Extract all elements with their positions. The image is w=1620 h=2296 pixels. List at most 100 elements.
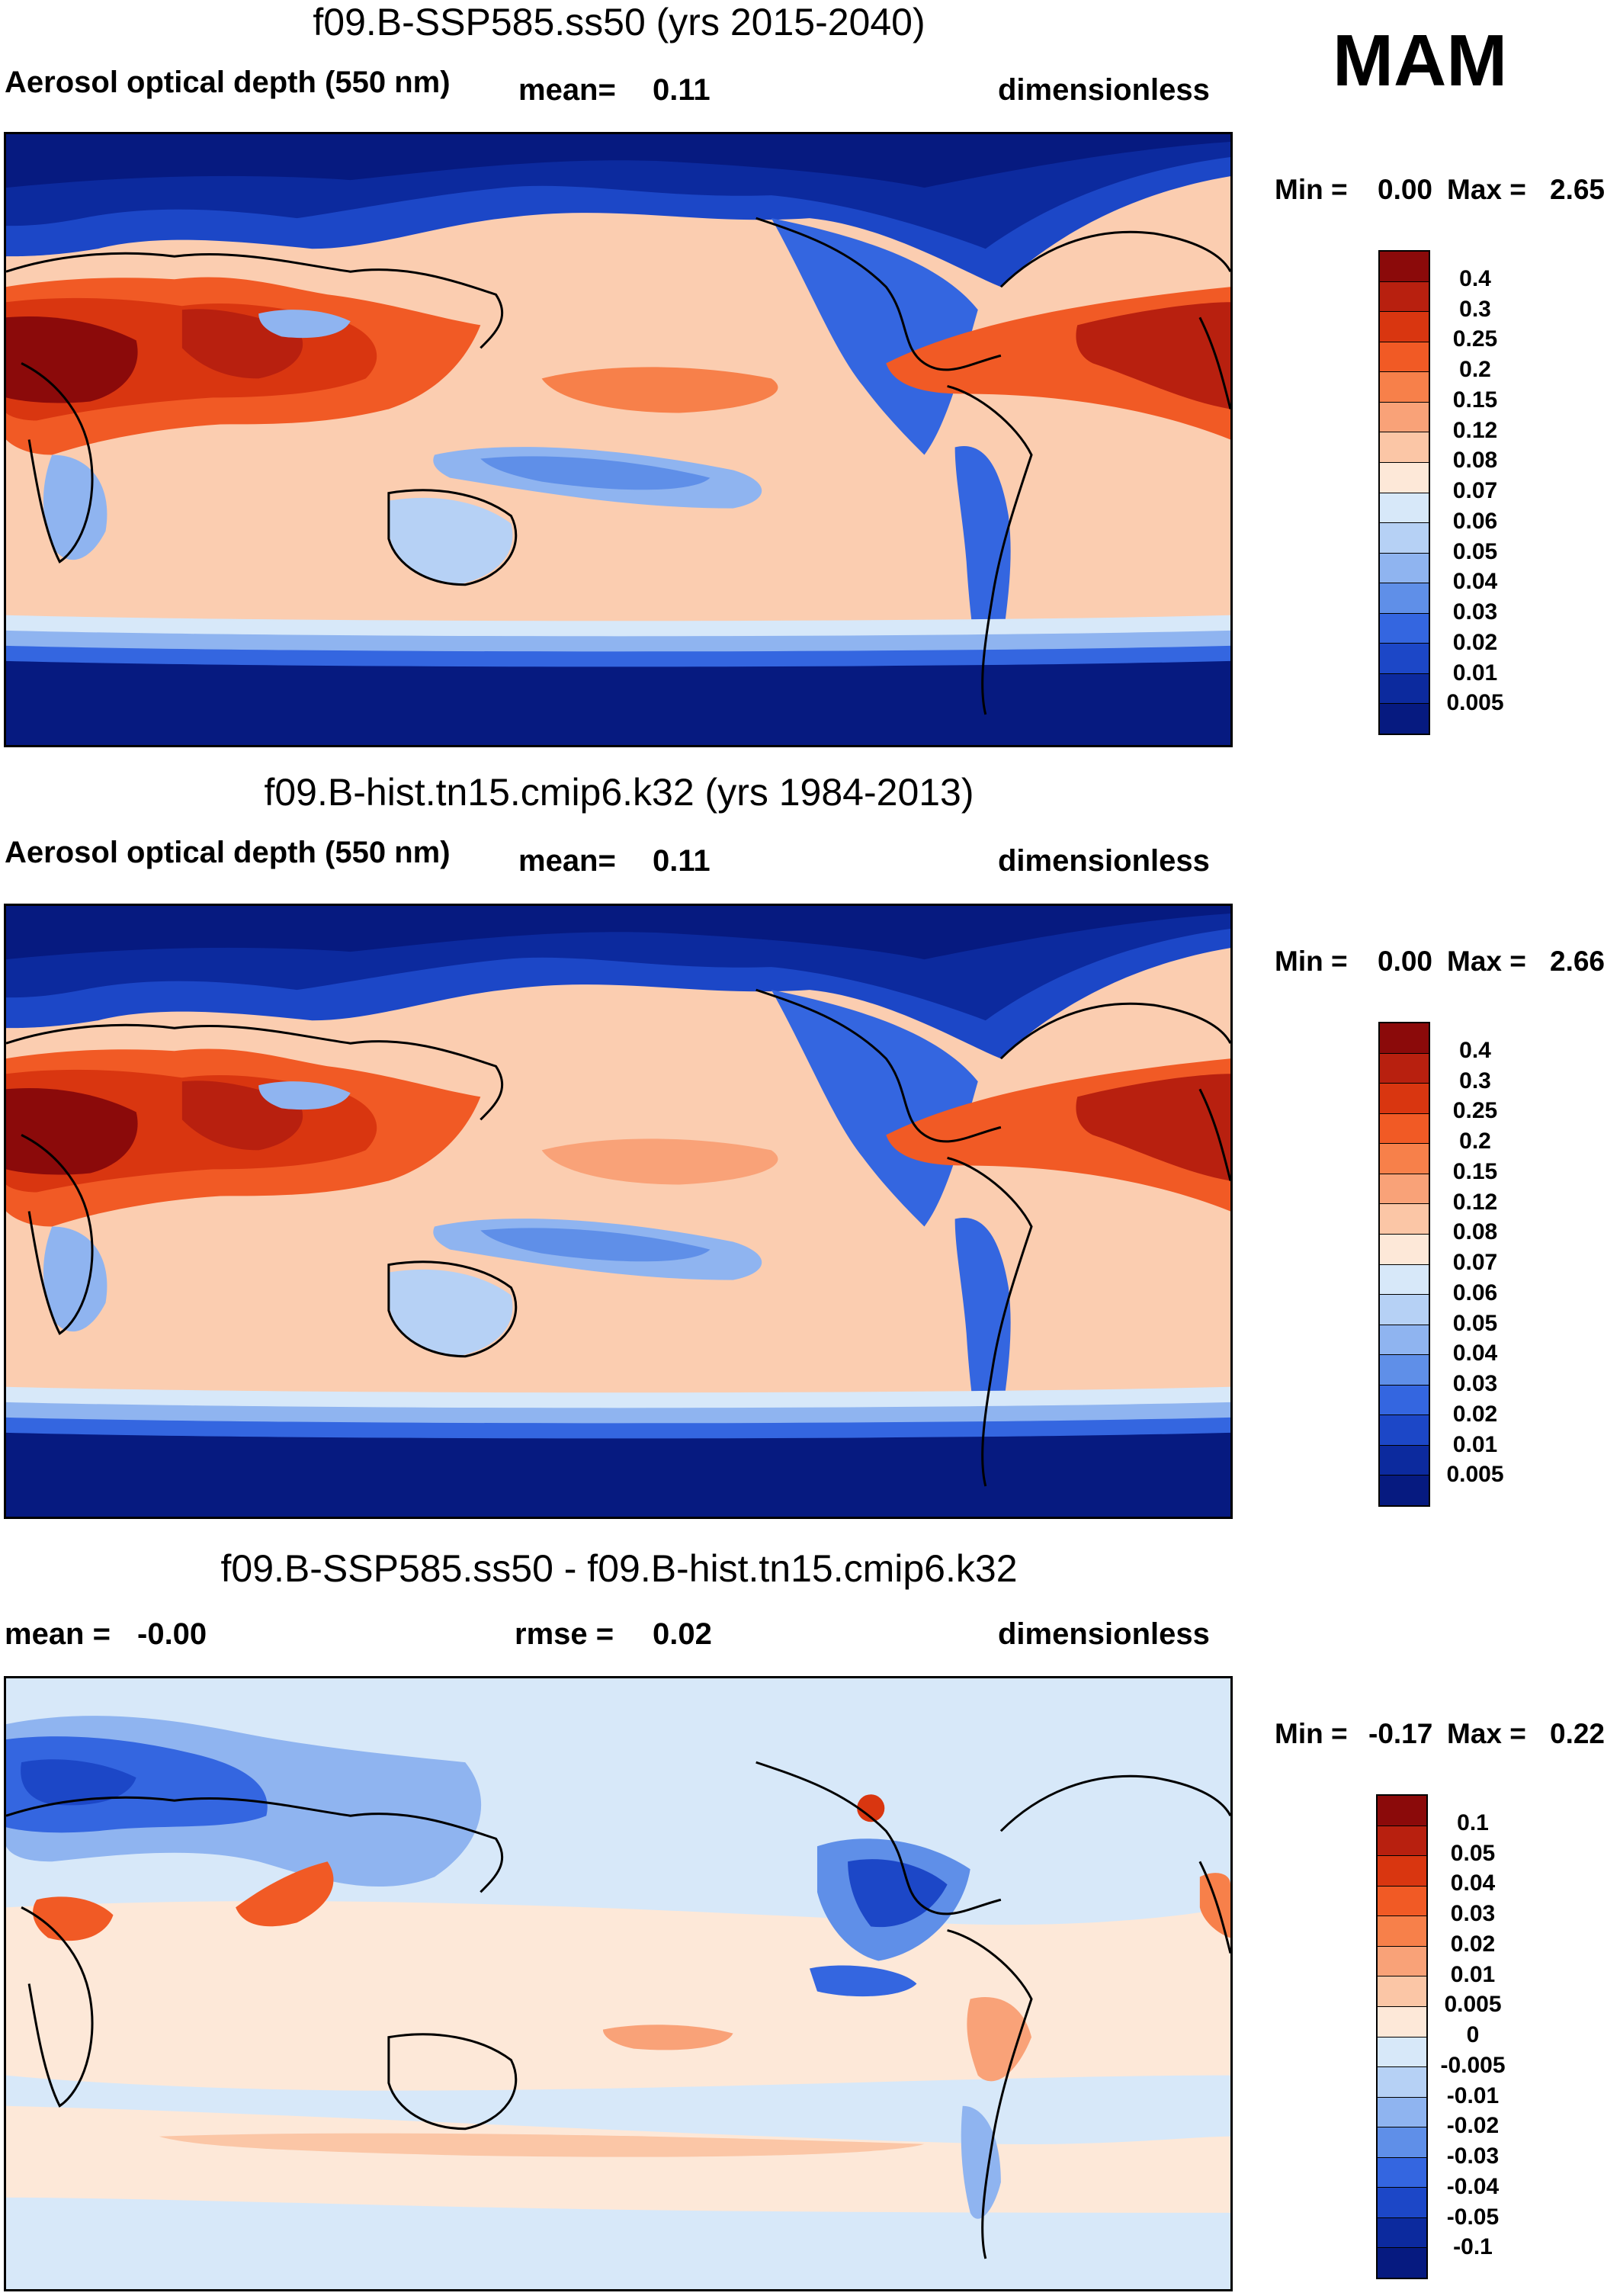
panel-3-mean-label: mean = [5,1617,111,1651]
panel-1-units-label: dimensionless [998,73,1210,107]
colorbar-level-label: 0.04 [1450,1871,1496,1896]
colorbar-swatch [1378,2217,1426,2249]
colorbar-level-label: 0.05 [1452,1311,1498,1336]
colorbar-level-label: -0.1 [1453,2234,1493,2259]
panel-2-variable-label: Aerosol optical depth (550 nm) [5,836,451,869]
colorbar-swatch [1378,2127,1426,2158]
colorbar-swatch [1380,402,1429,433]
colorbar-level-label: 0.4 [1459,1038,1491,1063]
colorbar-swatch [1378,1916,1426,1947]
colorbar-level-label: 0.04 [1452,1341,1498,1366]
colorbar-swatch [1380,372,1429,403]
panel-3-rmse-label: rmse = [515,1617,614,1651]
colorbar-swatch [1380,1415,1429,1446]
colorbar-swatch [1380,1234,1429,1265]
colorbar-level-label: 0.08 [1452,1219,1498,1244]
panel-3-colorbar [1376,1794,1428,2279]
panel-1-mean-value: 0.11 [653,73,711,107]
panel-2-units-label: dimensionless [998,844,1210,878]
colorbar-level-label: -0.04 [1446,2174,1500,2199]
colorbar-swatch [1380,1355,1429,1386]
colorbar-level-label: 0.005 [1444,1992,1502,2017]
panel-1-map [4,132,1233,747]
colorbar-level-label: 0.15 [1452,1159,1498,1184]
colorbar-level-label: 0.2 [1459,1129,1491,1154]
colorbar-level-label: 0.25 [1452,326,1498,352]
colorbar-level-label: -0.05 [1446,2204,1500,2230]
colorbar-level-label: 0.12 [1452,1190,1498,1215]
panel-2-max-label: Max = [1447,946,1526,977]
colorbar-level-label: 0.03 [1452,1371,1498,1396]
colorbar-swatch [1380,493,1429,524]
colorbar-level-label: 0.05 [1450,1841,1496,1866]
colorbar-swatch [1380,644,1429,674]
colorbar-swatch [1378,1886,1426,1917]
colorbar-level-label: 0.03 [1452,599,1498,625]
panel-3-max-value: 0.22 [1550,1718,1606,1749]
colorbar-level-label: -0.005 [1440,2053,1506,2078]
panel-3-title: f09.B-SSP585.ss50 - f09.B-hist.tn15.cmip… [220,1547,1018,1590]
colorbar-level-label: 0.3 [1459,297,1491,322]
colorbar-level-label: 0.01 [1452,1432,1498,1457]
colorbar-swatch [1380,553,1429,584]
colorbar-level-label: -0.01 [1446,2083,1500,2108]
colorbar-level-label: 0.08 [1452,448,1498,473]
colorbar-swatch [1378,1976,1426,2007]
panel-1-min-label: Min = [1275,174,1348,205]
panel-2-min-label: Min = [1275,946,1348,977]
colorbar-level-label: 0.06 [1452,1280,1498,1305]
colorbar-swatch [1380,583,1429,614]
panel-1-max-value: 2.65 [1550,174,1606,205]
panel-2-mean-value: 0.11 [653,844,711,878]
colorbar-level-label: 0.01 [1452,660,1498,686]
colorbar-swatch [1378,2248,1426,2278]
colorbar-level-label: 0.05 [1452,539,1498,564]
colorbar-swatch [1380,1113,1429,1145]
colorbar-swatch [1378,2188,1426,2218]
colorbar-swatch [1380,342,1429,373]
colorbar-level-label: 0.02 [1452,630,1498,655]
colorbar-swatch [1378,2067,1426,2098]
colorbar-level-label: 0.04 [1452,569,1498,594]
colorbar-swatch [1378,2157,1426,2188]
colorbar-swatch [1380,1325,1429,1356]
colorbar-swatch [1380,1385,1429,1416]
colorbar-level-label: 0.2 [1459,357,1491,382]
panel-1-min-value: 0.00 [1378,174,1433,205]
colorbar-swatch [1380,1295,1429,1325]
panel-1-title: f09.B-SSP585.ss50 (yrs 2015-2040) [313,1,925,43]
panel-1-mean-label: mean= [518,73,616,107]
colorbar-swatch [1380,1445,1429,1476]
panel-3-units-label: dimensionless [998,1617,1210,1651]
panel-2-map [4,904,1233,1519]
colorbar-level-label: 0.02 [1452,1402,1498,1427]
colorbar-swatch [1380,281,1429,313]
colorbar-swatch [1380,673,1429,705]
panel-2-colorbar [1378,1022,1430,1507]
panel-1-variable-label: Aerosol optical depth (550 nm) [5,66,451,99]
panel-3-max-label: Max = [1447,1718,1526,1749]
colorbar-swatch [1380,1023,1429,1054]
colorbar-swatch [1380,704,1429,734]
colorbar-swatch [1380,462,1429,493]
colorbar-swatch [1378,1946,1426,1977]
colorbar-swatch [1378,1796,1426,1826]
colorbar-swatch [1380,523,1429,554]
panel-2-min-value: 0.00 [1378,946,1433,977]
colorbar-level-label: 0 [1466,2022,1480,2047]
panel-1-colorbar [1378,250,1430,735]
colorbar-level-label: 0.03 [1450,1901,1496,1926]
panel-2-max-value: 2.66 [1550,946,1606,977]
panel-3-colorbar-labels: 0.1 0.05 0.04 0.03 0.02 0.01 0.005 0 -0.005 -0.01… [1431,1794,1614,2279]
colorbar-level-label: 0.005 [1446,690,1504,715]
colorbar-level-label: 0.07 [1452,1250,1498,1275]
colorbar-swatch [1380,1476,1429,1505]
colorbar-swatch [1378,1856,1426,1887]
panel-1-colorbar-labels: 0.4 0.3 0.25 0.2 0.15 0.12 0.08 0.07 0.06 0.05 0.0… [1433,250,1616,735]
season-label: MAM [1333,20,1508,101]
colorbar-level-label: 0.1 [1457,1810,1489,1835]
colorbar-swatch [1378,2006,1426,2037]
colorbar-swatch [1380,1144,1429,1174]
panel-3-map [4,1676,1233,2291]
colorbar-level-label: 0.25 [1452,1098,1498,1123]
